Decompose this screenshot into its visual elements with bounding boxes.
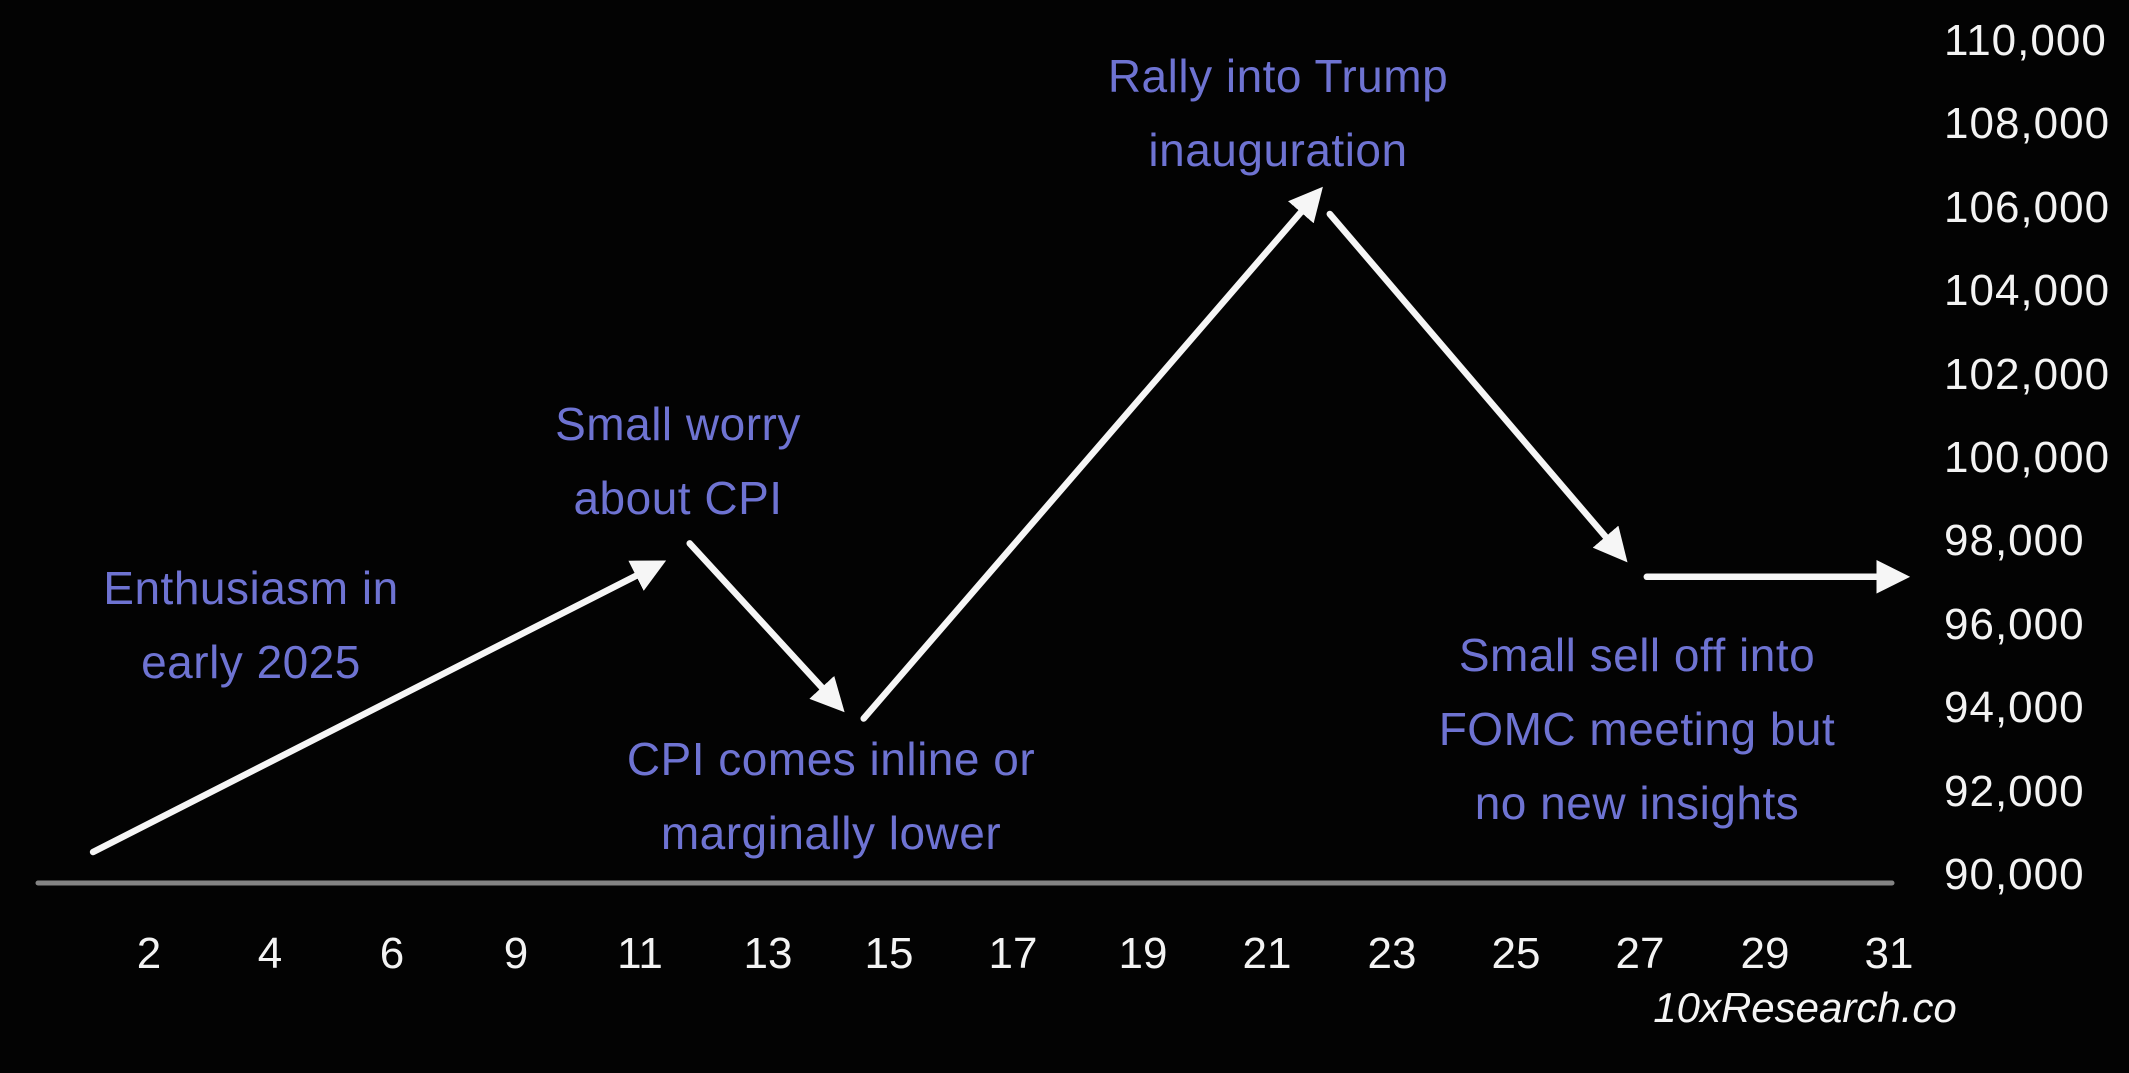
x-tick-label: 11 (617, 929, 663, 978)
x-tick-label: 4 (257, 929, 283, 978)
y-tick-label: 92,000 (1944, 767, 2085, 816)
price-path-segment (89, 560, 667, 856)
annotation-line: Rally into Trump (1107, 50, 1449, 102)
x-tick-label: 25 (1491, 929, 1541, 978)
price-path-segment (860, 186, 1323, 722)
x-tick-label: 9 (503, 929, 529, 978)
x-tick-label: 21 (1242, 929, 1292, 978)
annotation-cpi-worry: Small worry about CPI (468, 387, 888, 535)
annotation-rally: Rally into Trump inauguration (1018, 39, 1538, 187)
x-tick-label: 23 (1367, 929, 1417, 978)
annotation-enthusiasm: Enthusiasm in early 2025 (21, 551, 481, 699)
annotation-cpi-inline: CPI comes inline or marginally lower (571, 722, 1091, 870)
price-path-segment (686, 540, 845, 713)
y-tick-label: 96,000 (1944, 600, 2085, 649)
annotation-line: Enthusiasm in (103, 562, 399, 614)
y-tick-label: 108,000 (1944, 99, 2111, 148)
x-tick-label: 17 (988, 929, 1038, 978)
annotation-line: Small sell off into (1458, 629, 1816, 681)
y-tick-label: 102,000 (1944, 350, 2111, 399)
x-tick-label: 19 (1118, 929, 1168, 978)
y-tick-label: 98,000 (1944, 516, 2085, 565)
price-path-segment (1326, 210, 1628, 563)
y-tick-label: 106,000 (1944, 183, 2111, 232)
y-tick-label: 90,000 (1944, 850, 2085, 899)
x-tick-label: 29 (1740, 929, 1790, 978)
annotation-line: FOMC meeting but (1438, 703, 1836, 755)
y-tick-label: 94,000 (1944, 683, 2085, 732)
x-tick-label: 6 (379, 929, 405, 978)
x-tick-label: 27 (1615, 929, 1665, 978)
x-tick-label: 31 (1864, 929, 1914, 978)
annotation-line: CPI comes inline or (626, 733, 1036, 785)
x-tick-label: 2 (136, 929, 162, 978)
annotation-line: inauguration (1148, 124, 1408, 176)
watermark-brand: 10xResearch.co (1653, 984, 1957, 1031)
annotation-line: about CPI (573, 472, 783, 524)
annotation-line: marginally lower (660, 807, 1002, 859)
annotation-line: no new insights (1474, 777, 1800, 829)
annotation-fomc: Small sell off into FOMC meeting but no … (1377, 618, 1897, 840)
annotation-line: Small worry (555, 398, 801, 450)
annotation-line: early 2025 (141, 636, 361, 688)
x-tick-label: 13 (743, 929, 793, 978)
x-tick-label: 15 (864, 929, 914, 978)
y-tick-label: 110,000 (1944, 16, 2107, 65)
price-line-group (89, 186, 1911, 856)
y-tick-label: 104,000 (1944, 266, 2111, 315)
y-tick-label: 100,000 (1944, 433, 2111, 482)
